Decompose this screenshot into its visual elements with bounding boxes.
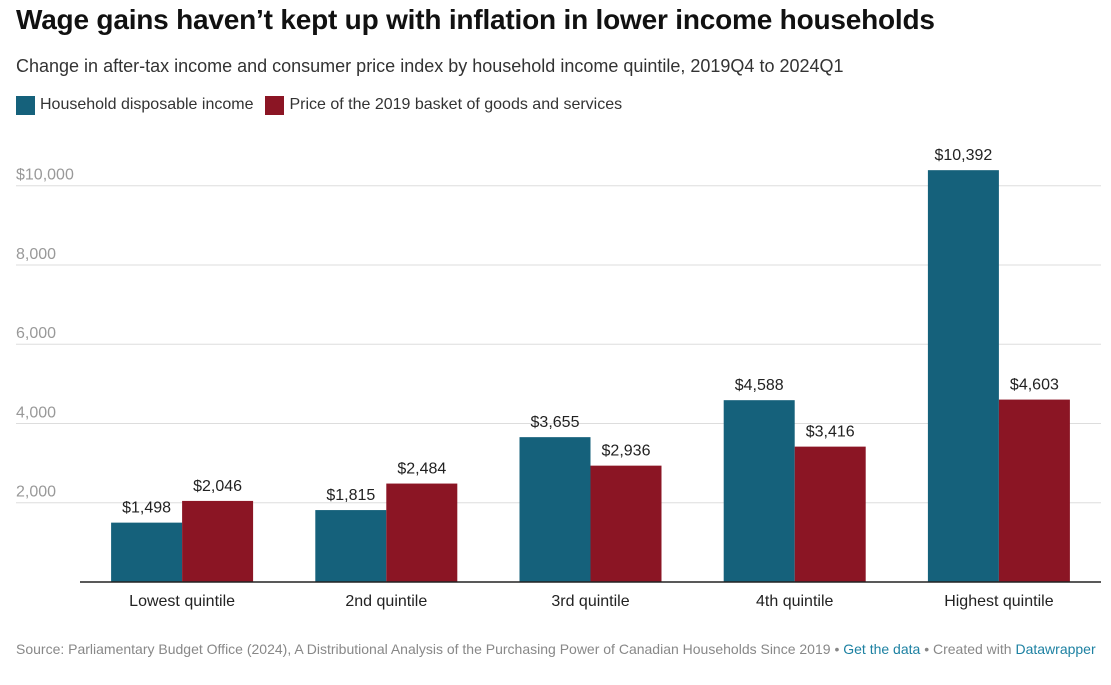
- footer: Source: Parliamentary Budget Office (202…: [16, 640, 1101, 659]
- bar-value-label: $1,815: [326, 487, 375, 504]
- x-category-label: 4th quintile: [756, 593, 833, 610]
- bar-chart: 2,000 4,000 6,000 8,000 $10,000 $1,498 $2,046 L…: [16, 147, 1101, 610]
- get-data-link[interactable]: Get the data: [843, 641, 921, 657]
- legend-label-income: Household disposable income: [40, 96, 254, 113]
- legend-item-price: Price of the 2019 basket of goods and se…: [265, 95, 623, 115]
- bar-income: [315, 510, 387, 582]
- created-with-text: Created with: [932, 641, 1012, 657]
- chart-subtitle: Change in after-tax income and consumer …: [16, 56, 844, 76]
- bar-price: [182, 500, 254, 582]
- bar-value-label: $2,936: [602, 443, 651, 460]
- x-category-label: Highest quintile: [944, 593, 1054, 610]
- bar-income: [927, 170, 999, 582]
- bar-value-label: $10,392: [934, 147, 992, 164]
- bar-price: [386, 483, 458, 582]
- y-tick-label: 4,000: [16, 404, 56, 421]
- legend-swatch-income: [16, 95, 35, 115]
- x-category-label: 2nd quintile: [345, 593, 427, 610]
- bar-value-label: $3,416: [806, 424, 855, 441]
- x-category-label: Lowest quintile: [129, 593, 235, 610]
- bar-value-label: $4,603: [1010, 377, 1059, 394]
- footer-separator: •: [834, 641, 844, 657]
- y-tick-label: $10,000: [16, 167, 74, 184]
- bar-income: [111, 522, 183, 582]
- y-tick-label: 8,000: [16, 246, 56, 263]
- bar-value-label: $2,046: [193, 478, 242, 495]
- y-tick-label: 6,000: [16, 325, 56, 342]
- bar-price: [590, 465, 662, 582]
- bar-value-label: $4,588: [735, 377, 784, 394]
- bar-value-label: $3,655: [531, 414, 580, 431]
- legend: Household disposable income Price of the…: [16, 94, 634, 116]
- bar-value-label: $1,498: [122, 500, 171, 517]
- datawrapper-link[interactable]: Datawrapper: [1015, 641, 1096, 657]
- bar-value-label: $2,484: [397, 461, 446, 478]
- y-tick-label: 2,000: [16, 484, 56, 501]
- chart-title: Wage gains haven’t kept up with inflatio…: [16, 4, 935, 35]
- x-category-label: 3rd quintile: [551, 593, 629, 610]
- footer-separator: •: [924, 641, 933, 657]
- source-text: Source: Parliamentary Budget Office (202…: [16, 641, 831, 657]
- bar-income: [723, 400, 795, 582]
- bar-price: [998, 399, 1070, 582]
- legend-label-price: Price of the 2019 basket of goods and se…: [289, 96, 623, 113]
- legend-swatch-price: [265, 95, 285, 115]
- bar-price: [794, 446, 866, 582]
- bar-income: [519, 437, 591, 582]
- legend-item-income: Household disposable income: [16, 95, 254, 115]
